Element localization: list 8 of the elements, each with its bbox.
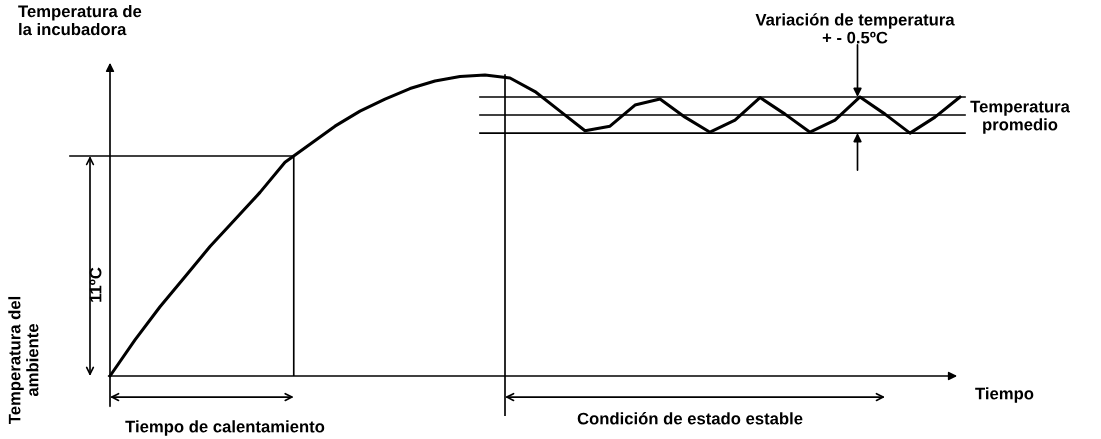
annotation: 11ºC [89, 267, 102, 302]
text: Condición de estado estable [577, 412, 803, 425]
text: Temperatura del ambiente [8, 296, 39, 425]
text: Temperatura promedio [970, 100, 1070, 134]
y-axis-title: Temperatura de la incubadora [18, 5, 142, 36]
text: Tiempo de calentamiento [125, 420, 325, 436]
text: Variación de temperatura + - 0.5ºC [755, 13, 955, 44]
x-axis-title: Tiempo [975, 387, 1034, 403]
